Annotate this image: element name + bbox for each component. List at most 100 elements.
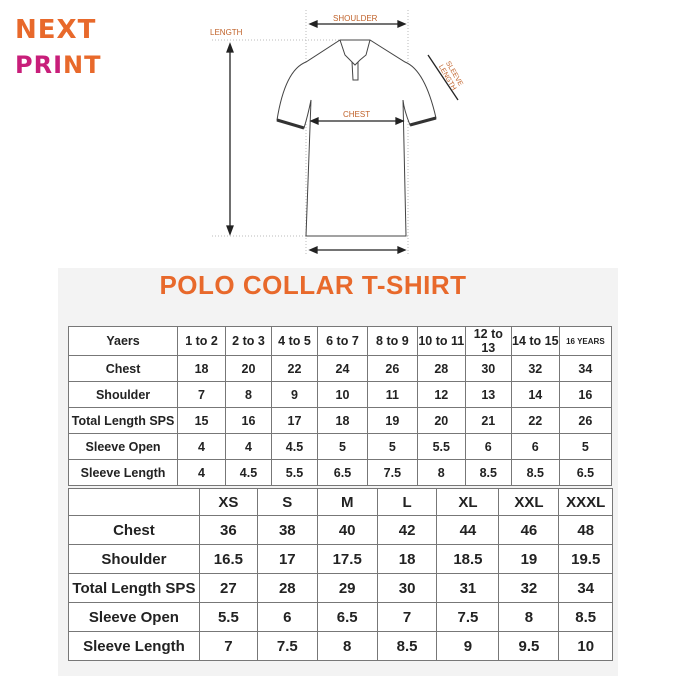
chart-title: POLO COLLAR T-SHIRT [159, 270, 467, 300]
table-cell: 17 [256, 544, 318, 574]
table-cell: 6.5 [558, 459, 613, 486]
table-cell: 8 [498, 602, 560, 632]
table-cell: 18.5 [436, 544, 500, 574]
table-cell: 26 [558, 407, 613, 434]
table-cell: 32 [498, 573, 560, 603]
row-label: Sleeve Open [68, 602, 200, 632]
table-cell: 16.5 [198, 544, 258, 574]
table-cell: 10 [317, 381, 368, 408]
row-label: Sleeve Open [67, 433, 179, 460]
table-cell: 17.5 [316, 544, 378, 574]
table-cell: 11 [366, 381, 418, 408]
table-cell: 14 [510, 381, 560, 408]
table-row: Total Length SPS 15 16 17 18 19 20 21 22 26 [67, 407, 613, 434]
logo-print: PRINT [15, 51, 101, 79]
table-cell: 19 [498, 544, 560, 574]
table-row: Sleeve Open 5.5 6 6.5 7 7.5 8 8.5 [68, 602, 613, 632]
adult-size-table: XS S M L XL XXL XXXL Chest 36 38 40 42 44 46 48 Shoulde… [68, 488, 613, 661]
table-row: Sleeve Length 7 7.5 8 8.5 9 9.5 10 [68, 631, 613, 661]
column-header: 2 to 3 [224, 326, 272, 356]
table-cell: 19 [366, 407, 418, 434]
table-row: Shoulder 16.5 17 17.5 18 18.5 19 19.5 [68, 544, 613, 574]
table-cell: 18 [177, 355, 226, 382]
table-row: Chest 36 38 40 42 44 46 48 [68, 515, 613, 545]
row-label: Sleeve Length [68, 631, 200, 661]
table-cell: 8 [416, 459, 466, 486]
table-cell: 7.5 [366, 459, 418, 486]
row-label: Chest [68, 515, 200, 545]
table-cell: 8 [316, 631, 378, 661]
table-cell: 34 [558, 573, 613, 603]
column-header: Yaers [67, 326, 179, 356]
table-row: Shoulder 7 8 9 10 11 12 13 14 16 [67, 381, 613, 408]
table-cell: 22 [270, 355, 319, 382]
table-row: Total Length SPS 27 28 29 30 31 32 34 [68, 573, 613, 603]
table-cell: 42 [376, 515, 438, 545]
table-cell: 4.5 [224, 459, 272, 486]
table-cell: 8.5 [510, 459, 560, 486]
table-cell: 18 [317, 407, 368, 434]
table-cell: 36 [198, 515, 258, 545]
tshirt-outline-icon [276, 39, 437, 237]
table-cell: 22 [510, 407, 560, 434]
table-cell: 15 [177, 407, 226, 434]
table-cell: 32 [510, 355, 560, 382]
column-header: M [316, 488, 378, 516]
table-cell: 7 [376, 602, 438, 632]
logo-print-b: NT [63, 51, 102, 79]
table-cell: 46 [498, 515, 560, 545]
table-cell: 4 [177, 459, 226, 486]
table-cell: 31 [436, 573, 500, 603]
column-header [68, 488, 200, 516]
table-cell: 20 [224, 355, 272, 382]
table-cell: 20 [416, 407, 466, 434]
column-header: 1 to 2 [177, 326, 226, 356]
table-cell: 5.5 [198, 602, 258, 632]
table-cell: 17 [270, 407, 319, 434]
column-header: 12 to 13 [464, 326, 512, 356]
row-label: Shoulder [67, 381, 179, 408]
column-header: 10 to 11 [416, 326, 466, 356]
table-cell: 6 [256, 602, 318, 632]
table-cell: 6.5 [316, 602, 378, 632]
table-cell: 21 [464, 407, 512, 434]
table-cell: 48 [558, 515, 613, 545]
table-cell: 10 [558, 631, 613, 661]
table-cell: 12 [416, 381, 466, 408]
label-chest: CHEST [343, 110, 371, 119]
column-header: 14 to 15 [510, 326, 560, 356]
table-cell: 7 [177, 381, 226, 408]
table-row: Sleeve Open 4 4 4.5 5 5 5.5 6 6 5 [67, 433, 613, 460]
table-cell: 8.5 [558, 602, 613, 632]
column-header: XS [198, 488, 258, 516]
table-cell: 6 [464, 433, 512, 460]
table-cell: 5 [317, 433, 368, 460]
table-cell: 16 [224, 407, 272, 434]
table-cell: 6.5 [317, 459, 368, 486]
row-label: Total Length SPS [67, 407, 179, 434]
table-cell: 16 [558, 381, 613, 408]
table-cell: 38 [256, 515, 318, 545]
table-cell: 27 [198, 573, 258, 603]
table-cell: 44 [436, 515, 500, 545]
table-cell: 5 [558, 433, 613, 460]
table-cell: 34 [558, 355, 613, 382]
table-row: Chest 18 20 22 24 26 28 30 32 34 [67, 355, 613, 382]
column-header: XXXL [558, 488, 613, 516]
row-label: Shoulder [68, 544, 200, 574]
table-cell: 4 [224, 433, 272, 460]
table-cell: 18 [376, 544, 438, 574]
row-label: Total Length SPS [68, 573, 200, 603]
label-shoulder: SHOULDER [333, 14, 378, 23]
table-cell: 8 [224, 381, 272, 408]
table-cell: 6 [510, 433, 560, 460]
table-cell: 5.5 [416, 433, 466, 460]
table-cell: 5 [366, 433, 418, 460]
table-cell: 24 [317, 355, 368, 382]
table-row: Sleeve Length 4 4.5 5.5 6.5 7.5 8 8.5 8.5 6.5 [67, 459, 613, 486]
column-header: XXL [498, 488, 560, 516]
column-header: S [256, 488, 318, 516]
table-cell: 9 [270, 381, 319, 408]
table-cell: 30 [464, 355, 512, 382]
